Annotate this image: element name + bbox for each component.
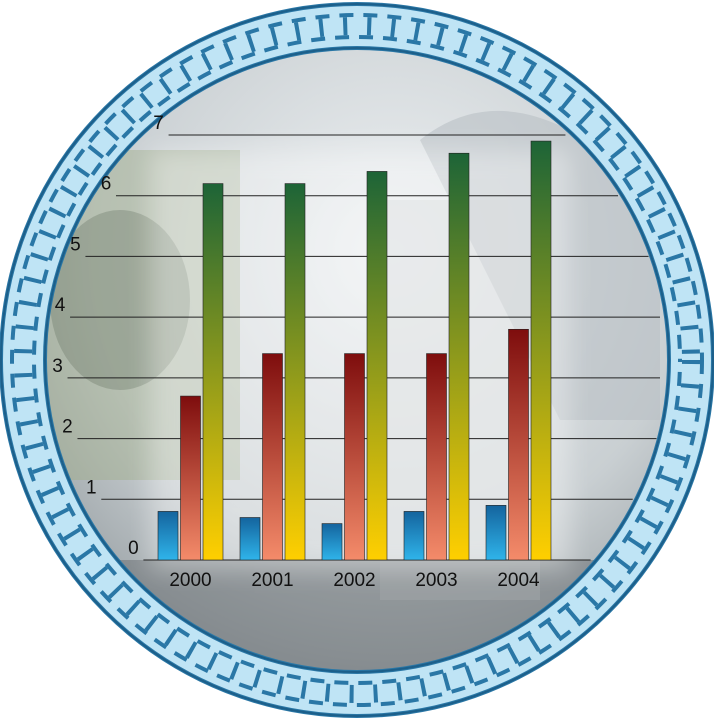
x-tick-label: 2001 — [251, 570, 293, 591]
page: 0123456720002001200220032004 (() => { co… — [0, 0, 714, 720]
x-tick-label: 2004 — [497, 570, 540, 591]
bar — [203, 184, 223, 560]
y-tick-label: 1 — [86, 477, 97, 498]
y-tick-label: 7 — [153, 113, 164, 134]
bar — [181, 396, 201, 560]
bar — [449, 153, 469, 560]
bar — [367, 171, 387, 560]
chart: 0 1 2 3 4 5 6 7 2000 2001 2002 2003 2004 — [0, 0, 714, 720]
x-tick-label: 2000 — [169, 570, 211, 591]
y-tick-label: 2 — [62, 417, 73, 438]
bar — [404, 511, 424, 560]
y-tick-label: 3 — [52, 356, 63, 377]
x-tick-label: 2002 — [333, 570, 375, 591]
bar — [240, 518, 260, 561]
bar — [158, 511, 178, 560]
bar — [427, 354, 447, 560]
bar — [322, 524, 342, 560]
y-tick-label: 6 — [101, 174, 112, 195]
bar — [531, 141, 551, 560]
y-tick-label: 4 — [55, 295, 66, 316]
bar — [486, 505, 506, 560]
y-tick-label: 5 — [70, 234, 81, 255]
bar — [509, 329, 529, 560]
bar — [285, 184, 305, 560]
x-tick-label: 2003 — [415, 570, 457, 591]
y-tick-label: 0 — [128, 538, 139, 559]
bar — [263, 354, 283, 560]
bar — [345, 354, 365, 560]
